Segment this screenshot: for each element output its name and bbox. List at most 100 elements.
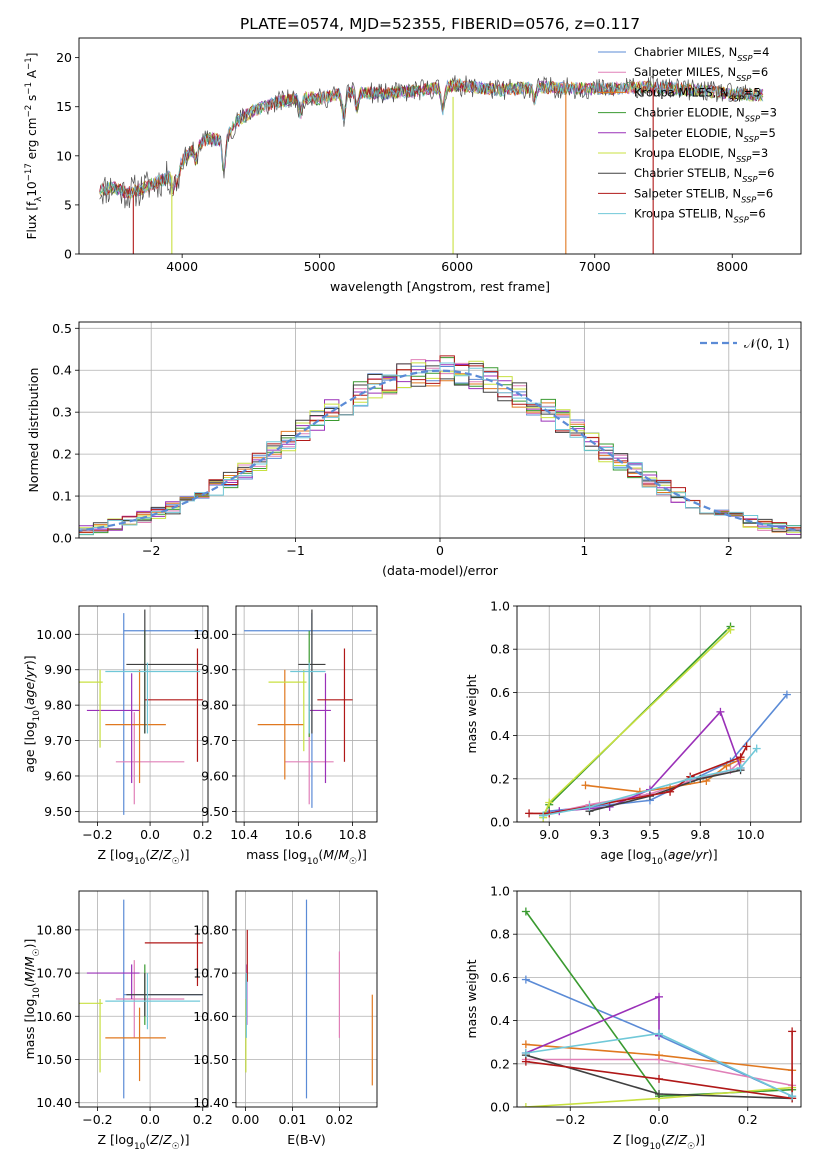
y-tick-label: 10.70 <box>36 966 72 981</box>
chart-spectrum: 4000 5000 6000 7000 8000 0 5 10 15 20 wavelength [… <box>24 37 802 294</box>
plot-content <box>99 75 764 254</box>
y-tick-label: 0.0 <box>52 531 72 546</box>
plot-background <box>236 606 377 822</box>
x-axis-label: wavelength [Angstrom, rest frame] <box>330 279 550 294</box>
legend-label-kroupa-stelib: Kroupa STELIB, NSSP=6 <box>634 207 766 225</box>
y-tick-label: 9.70 <box>44 733 72 748</box>
plot-frame <box>78 605 209 823</box>
weight-marker-salpeter-stelib <box>736 753 745 762</box>
x-tick-label: −0.2 <box>82 1112 112 1127</box>
y-tick-label: 10.50 <box>193 1052 229 1067</box>
x-axis-label: mass [log10(M/M☉)] <box>246 847 367 867</box>
y-tick-label: 9.60 <box>201 768 229 783</box>
x-tick-label: 0.2 <box>193 827 213 842</box>
weight-line-salpeter-stelib <box>525 1031 793 1100</box>
spectrum-line-salpeter-stelib <box>99 78 764 199</box>
plot-frame <box>78 890 209 1108</box>
y-tick-label: 0.2 <box>490 1056 510 1071</box>
y-axis-label: Normed distribution <box>26 368 41 493</box>
x-tick-label: 7000 <box>579 259 611 274</box>
plot-frame <box>78 37 802 255</box>
x-tick-label: 10.4 <box>230 827 258 842</box>
x-tick-label: 0.02 <box>325 1112 353 1127</box>
y-tick-label: 9.90 <box>201 662 229 677</box>
y-tick-label: 0.4 <box>490 728 510 743</box>
y-tick-label: 0.0 <box>490 1100 510 1115</box>
weight-marker-salpeter-stelib <box>666 787 675 796</box>
plot-content <box>525 622 791 822</box>
weight-marker-kroupa-miles <box>521 1040 530 1049</box>
x-tick-label: 4000 <box>166 259 198 274</box>
weight-marker-salpeter-stelib <box>521 1057 530 1066</box>
legend-label-kroupa-miles: Kroupa MILES, NSSP=5 <box>634 85 761 103</box>
plot-background <box>79 606 208 822</box>
y-tick-label: 10.00 <box>36 627 72 642</box>
weight-line-kroupa-miles <box>585 758 741 793</box>
spectrum-line-chabrier-elodie <box>99 80 764 196</box>
y-tick-label: 10 <box>56 148 72 163</box>
x-axis-label: Z [log10(Z/Z☉)] <box>97 847 189 867</box>
weight-marker-salpeter-elodie <box>655 992 663 1001</box>
weight-marker-kroupa-stelib <box>521 1049 530 1057</box>
plot-frame <box>235 890 378 1108</box>
plot-content <box>244 609 372 808</box>
chart-residuals: −2 −1 0 1 2 0.0 0.1 0.2 0.3 0.4 0.5 (data-model)/er… <box>26 321 802 578</box>
legend-label-chabrier-elodie: Chabrier ELODIE, NSSP=3 <box>634 106 777 124</box>
weight-marker-salpeter-stelib <box>742 742 751 751</box>
x-tick-label: 9.5 <box>640 827 660 842</box>
weight-marker-salpeter-stelib <box>525 809 534 818</box>
plot-frame <box>78 321 802 539</box>
y-axis-label: mass weight <box>464 674 479 753</box>
weight-marker-kroupa-miles <box>655 1051 663 1060</box>
plot-content <box>79 355 801 537</box>
plot-content <box>521 907 797 1107</box>
x-tick-label: −0.2 <box>82 827 112 842</box>
plot-frame <box>235 605 378 823</box>
y-tick-label: 0.8 <box>490 927 510 942</box>
y-axis-label: Flux [fλ10−17 erg cm−2 s−1 A−1] <box>24 53 44 240</box>
y-tick-label: 0.2 <box>490 771 510 786</box>
x-axis-label: Z [log10(Z/Z☉)] <box>97 1132 189 1152</box>
y-tick-label: 9.80 <box>44 698 72 713</box>
y-tick-label: 0.6 <box>490 970 510 985</box>
x-tick-label: 0.2 <box>193 1112 213 1127</box>
x-tick-label: 0.01 <box>278 1112 306 1127</box>
y-tick-label: 10.40 <box>36 1095 72 1110</box>
plot-frame <box>516 890 802 1108</box>
x-tick-label: 10.0 <box>737 827 765 842</box>
y-tick-label: 0.5 <box>52 321 72 336</box>
figure-title: PLATE=0574, MJD=52355, FIBERID=0576, z=0… <box>240 15 640 33</box>
weight-marker-kroupa-stelib <box>752 744 761 753</box>
y-tick-label: 10.60 <box>36 1009 72 1024</box>
weight-marker-salpeter-stelib <box>655 1074 663 1083</box>
weight-marker-kroupa-stelib <box>655 1029 663 1038</box>
x-tick-label: 6000 <box>441 259 473 274</box>
y-tick-label: 10.00 <box>193 627 229 642</box>
y-tick-label: 9.60 <box>44 768 72 783</box>
y-axis-label: mass weight <box>464 959 479 1038</box>
chart-weight-vs-Z: −0.2 0.0 0.2 0.0 0.2 0.4 0.6 0.8 1.0 mass weight Z… <box>464 884 802 1152</box>
plot-content <box>79 899 203 1099</box>
weight-marker-salpeter-elodie <box>716 707 725 716</box>
x-tick-label: 0.0 <box>140 827 160 842</box>
weight-marker-chabrier-miles <box>782 690 791 699</box>
chart-age-vs-Z: −0.2 0.0 0.2 9.50 9.60 9.70 9.80 9.90 10.00 Z [lo… <box>22 605 213 867</box>
weight-marker-kroupa-elodie <box>726 625 735 634</box>
x-tick-label: −1 <box>286 543 304 558</box>
x-tick-label: 0.00 <box>231 1112 259 1127</box>
x-tick-label: 1 <box>580 543 588 558</box>
plot-background <box>517 606 801 822</box>
legend-label-chabrier-stelib: Chabrier STELIB, NSSP=6 <box>634 166 774 184</box>
x-tick-label: 10.8 <box>339 827 367 842</box>
legend-label-salpeter-stelib: Salpeter STELIB, NSSP=6 <box>634 186 773 204</box>
x-tick-label: 9.3 <box>590 827 610 842</box>
x-tick-label: 10.6 <box>284 827 312 842</box>
legend-label-chabrier-miles: Chabrier MILES, NSSP=4 <box>634 45 769 63</box>
y-tick-label: 0 <box>64 247 72 262</box>
weight-marker-kroupa-stelib <box>736 764 745 772</box>
weight-marker-kroupa-miles <box>581 781 590 790</box>
y-tick-label: 15 <box>56 99 72 114</box>
y-tick-label: 9.90 <box>44 662 72 677</box>
y-tick-label: 10.70 <box>193 966 229 981</box>
